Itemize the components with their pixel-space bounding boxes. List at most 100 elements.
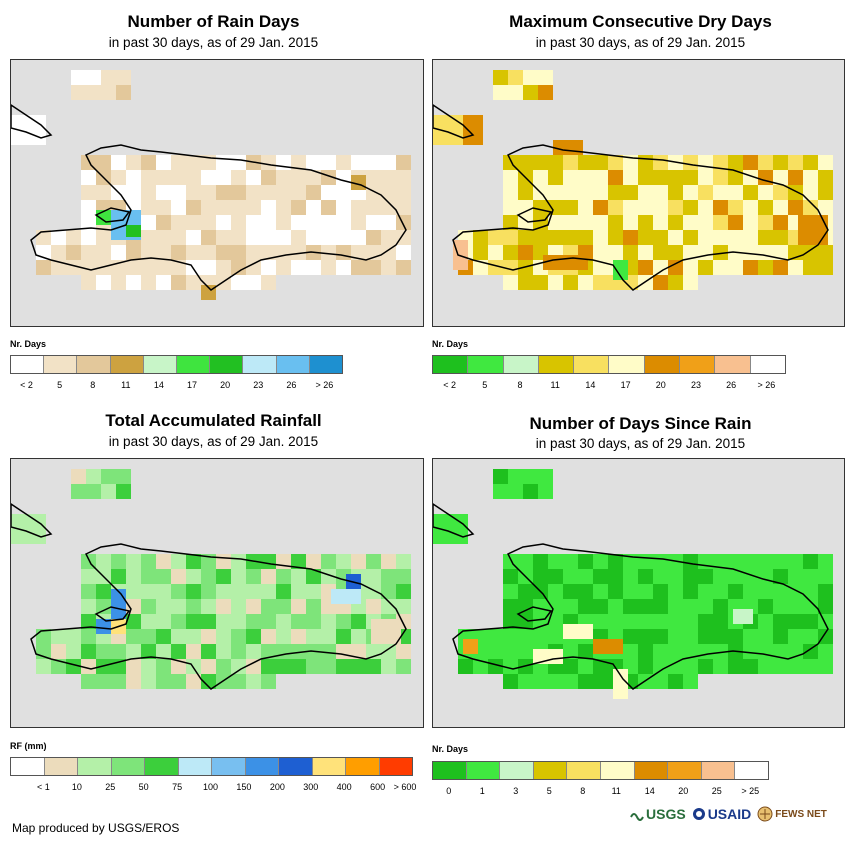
grid-cell	[351, 659, 366, 674]
grid-cell	[141, 584, 156, 599]
legend-label: 1	[479, 786, 485, 796]
grid-cell	[276, 584, 291, 599]
grid-cell	[548, 170, 563, 185]
grid-cell	[126, 260, 141, 275]
grid-cell	[758, 644, 773, 659]
grid-cell	[743, 215, 758, 230]
grid-cell	[788, 170, 803, 185]
grid-cell	[503, 245, 518, 260]
grid-cell	[553, 140, 583, 155]
grid-cell	[578, 215, 593, 230]
grid-cell	[653, 230, 668, 245]
panel-title: Total Accumulated Rainfall	[105, 411, 322, 430]
grid-cell	[593, 639, 623, 654]
grid-cell	[186, 629, 201, 644]
grid-cell	[698, 644, 713, 659]
grid-cell	[518, 230, 533, 245]
grid-cell	[201, 185, 216, 200]
grid-cell	[758, 155, 773, 170]
grid-cell	[578, 659, 593, 674]
grid-cell	[276, 230, 291, 245]
grid-cell	[773, 215, 788, 230]
grid-cell	[126, 185, 141, 200]
grid-cell	[231, 554, 246, 569]
grid-cell	[291, 599, 306, 614]
grid-cell	[261, 554, 276, 569]
grid-cell	[381, 644, 396, 659]
grid-cell	[518, 155, 533, 170]
grid-cell	[156, 230, 171, 245]
grid-cell	[803, 554, 818, 569]
legend-swatch	[178, 758, 212, 775]
grid-cell	[728, 584, 743, 599]
grid-cell	[381, 230, 396, 245]
grid-cell	[141, 659, 156, 674]
grid-cell	[523, 70, 538, 85]
grid-cell	[683, 644, 698, 659]
grid-cell	[493, 469, 508, 484]
grid-cell	[638, 155, 653, 170]
grid-cell	[758, 659, 773, 674]
grid-cell	[381, 170, 396, 185]
grid-cell	[291, 185, 306, 200]
grid-cell	[216, 554, 231, 569]
grid-cell	[713, 584, 728, 599]
grid-cell	[743, 170, 758, 185]
grid-cell	[743, 644, 758, 659]
grid-cell	[593, 599, 608, 614]
grid-cell	[171, 614, 186, 629]
usaid-seal-icon	[692, 808, 705, 820]
grid-cell	[81, 599, 96, 614]
grid-cell	[246, 659, 261, 674]
grid-cell	[366, 554, 381, 569]
grid-cell	[141, 275, 156, 290]
grid-cell	[578, 230, 593, 245]
grid-cell	[126, 245, 141, 260]
grid-cell	[276, 629, 291, 644]
grid-cell	[698, 599, 713, 614]
grid-cell	[351, 644, 366, 659]
grid-cell	[818, 614, 833, 629]
grid-cell	[351, 155, 366, 170]
grid-cell	[231, 674, 246, 689]
grid-cell	[743, 584, 758, 599]
grid-cell	[321, 230, 336, 245]
grid-cell	[261, 674, 276, 689]
grid-cell	[366, 599, 381, 614]
grid-cell	[276, 170, 291, 185]
grid-cell	[803, 599, 818, 614]
panel-title: Maximum Consecutive Dry Days	[509, 12, 772, 31]
grid-cell	[71, 469, 86, 484]
legend-label: 400	[336, 782, 352, 792]
grid-cell	[638, 215, 653, 230]
grid-cell	[336, 629, 351, 644]
grid-cell	[773, 260, 788, 275]
grid-cell	[291, 584, 306, 599]
grid-cell	[743, 185, 758, 200]
grid-cell	[613, 669, 628, 699]
grid-cell	[713, 629, 728, 644]
grid-cell	[638, 260, 653, 275]
grid-cell	[638, 659, 653, 674]
legend-label: 14	[153, 380, 164, 390]
grid-cell	[216, 155, 231, 170]
grid-cell	[698, 200, 713, 215]
grid-cell	[563, 230, 578, 245]
grid-cell	[291, 230, 306, 245]
legend-swatch	[644, 356, 681, 373]
grid-cell	[788, 260, 803, 275]
legend-label: 8	[517, 380, 523, 390]
grid-cell	[66, 629, 81, 644]
grid-cell	[231, 155, 246, 170]
grid-cell	[291, 200, 306, 215]
grid-cell	[351, 200, 366, 215]
grid-cell	[548, 674, 563, 689]
legend-swatch	[111, 758, 145, 775]
grid-cell	[593, 569, 608, 584]
grid-cell	[593, 185, 608, 200]
grid-cell	[683, 155, 698, 170]
legend-swatch	[468, 356, 504, 373]
grid-cell	[578, 569, 593, 584]
grid-cell	[201, 230, 216, 245]
grid-cell	[86, 469, 101, 484]
